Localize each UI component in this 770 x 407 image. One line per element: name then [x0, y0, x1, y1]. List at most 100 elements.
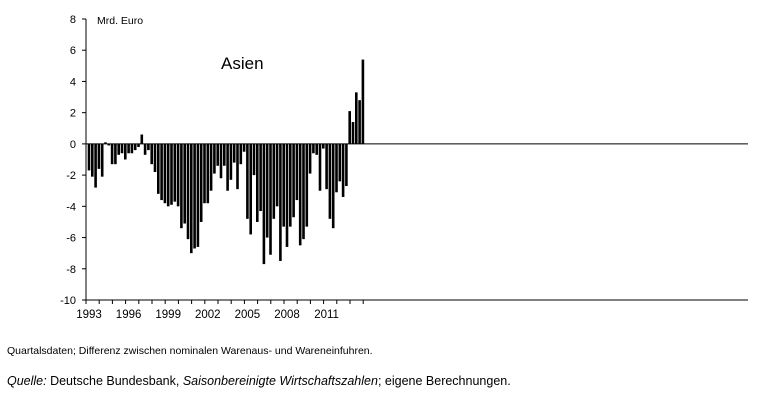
x-tick-label: 2011 [314, 309, 339, 321]
bar [193, 143, 196, 249]
bar [183, 143, 186, 224]
bar [153, 143, 157, 172]
y-tick-label: 0 [70, 139, 76, 151]
source-italic: Saisonbereinigte Wirtschaftszahlen [182, 374, 378, 388]
bar [252, 143, 256, 176]
bar [232, 143, 236, 163]
bar [345, 143, 348, 187]
bar [186, 143, 190, 240]
bar-series [87, 59, 365, 265]
bar [262, 143, 266, 265]
bar [176, 143, 180, 207]
y-tick-label: -2 [66, 170, 76, 182]
bar [137, 143, 140, 148]
quarterly-note: Quartalsdaten; Differenz zwischen nomina… [7, 345, 373, 357]
bar [196, 143, 200, 247]
bar [163, 143, 167, 204]
bar [335, 143, 338, 193]
x-tick-label: 2005 [235, 309, 261, 321]
bar [312, 143, 315, 154]
x-tick-label: 1993 [76, 309, 102, 321]
bar [107, 143, 111, 146]
bar [97, 143, 101, 169]
x-tick-label: 1996 [116, 309, 142, 321]
source-line: Quelle: Deutsche Bundesbank, Saisonberei… [7, 374, 511, 388]
bar [315, 143, 318, 155]
source-label: Quelle: [7, 374, 47, 388]
bar [213, 143, 216, 174]
bar [236, 143, 239, 190]
source-text-1: Deutsche Bundesbank, [46, 374, 183, 388]
bar [104, 142, 107, 144]
bar [150, 143, 153, 165]
bar [117, 143, 120, 155]
bar [295, 143, 299, 201]
bar [223, 143, 226, 166]
bar [341, 143, 345, 197]
bar [100, 143, 104, 177]
y-tick-label: -6 [66, 233, 76, 245]
unit-label: Mrd. Euro [97, 15, 143, 27]
y-tick-label: 2 [70, 108, 76, 120]
bar [94, 143, 97, 188]
bar [249, 143, 252, 235]
bar [318, 143, 322, 191]
bar [166, 143, 170, 207]
bar [199, 143, 203, 222]
bar [289, 143, 292, 227]
bar [209, 143, 213, 191]
bar [285, 143, 289, 247]
x-tick-label: 2002 [195, 309, 221, 321]
bar [275, 143, 279, 207]
bar [87, 143, 91, 171]
bar [127, 143, 130, 154]
bar [256, 143, 259, 222]
bar [180, 143, 183, 229]
bar [331, 143, 335, 229]
bar [219, 143, 223, 179]
bar [130, 143, 134, 154]
panel-label: Asien [221, 54, 264, 73]
bar [272, 143, 276, 219]
bar [282, 143, 285, 227]
x-tick-label: 2008 [274, 309, 300, 321]
y-tick-label: -8 [66, 264, 76, 276]
bar [147, 143, 150, 151]
y-tick-label: 6 [70, 45, 76, 57]
bar [351, 122, 355, 144]
bar [160, 143, 163, 201]
bar [265, 143, 269, 238]
bar [302, 143, 305, 240]
y-tick-label: -4 [66, 201, 76, 213]
y-tick-label: -10 [60, 295, 76, 307]
bar [259, 143, 262, 212]
bar [305, 143, 309, 227]
bar [170, 143, 173, 205]
bar [226, 143, 229, 191]
x-tick-label: 1999 [155, 309, 181, 321]
bar [173, 143, 177, 202]
bar [239, 143, 243, 165]
bar [206, 143, 210, 204]
y-tick-label: 8 [70, 14, 76, 26]
bar [308, 143, 312, 174]
bar [114, 143, 117, 165]
bar [157, 143, 160, 194]
bar [216, 143, 219, 166]
bar [190, 143, 193, 254]
bar [322, 143, 325, 149]
bar [328, 143, 332, 219]
bar [124, 143, 127, 160]
source-text-2: ; eigene Berechnungen. [377, 374, 511, 388]
y-tick-label: 4 [70, 76, 76, 88]
bar [110, 143, 114, 165]
bar [246, 143, 249, 219]
bar [203, 143, 206, 204]
bar [325, 143, 328, 190]
bar [358, 100, 361, 144]
bar [279, 143, 282, 261]
bar [292, 143, 295, 218]
bar [143, 143, 147, 155]
bar [242, 143, 246, 152]
bar [229, 143, 233, 180]
